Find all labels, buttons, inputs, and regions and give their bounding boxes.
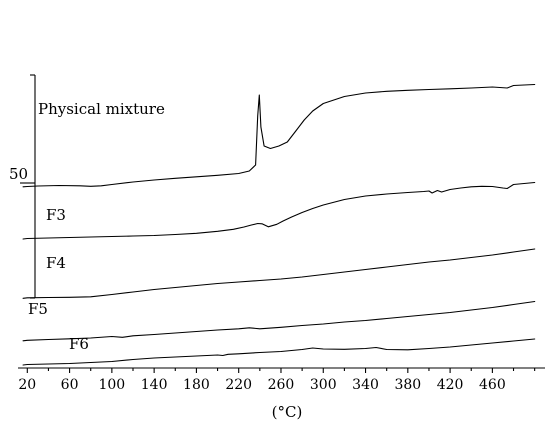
x-axis: 20 60 100 140 180 220 260 300 340 380 420 460 (°C) [18,367,545,421]
series-label-f3: F3 [46,206,66,224]
x-tick-label: 340 [352,377,379,393]
series-line-f6 [22,338,536,366]
x-tick-label: 60 [61,377,79,393]
series-line-f5 [22,300,536,342]
series-line-physical-mixture [22,83,536,188]
series-line-f3 [22,181,536,240]
x-tick-label: 420 [437,377,464,393]
x-tick-label: 260 [268,377,295,393]
series-label-physical-mixture: Physical mixture [38,100,165,118]
x-tick-label: 300 [310,377,337,393]
series-line-f4 [22,248,536,299]
x-tick-label: 220 [225,377,252,393]
x-tick-label: 100 [98,377,125,393]
x-tick-label: 460 [479,377,506,393]
scale-bar: 50 [9,74,36,299]
series-label-f6: F6 [69,335,89,353]
x-tick-label: 380 [394,377,421,393]
x-tick-label: 180 [183,377,210,393]
curves-layer [22,83,536,366]
series-label-f4: F4 [46,254,66,272]
series-label-f5: F5 [28,300,48,318]
x-axis-label: (°C) [272,403,303,421]
x-tick-label: 20 [18,377,36,393]
x-tick-label: 140 [141,377,168,393]
scale-bar-label: 50 [9,165,28,183]
x-ticks: 20 60 100 140 180 220 260 300 340 380 420 460 [18,368,536,393]
